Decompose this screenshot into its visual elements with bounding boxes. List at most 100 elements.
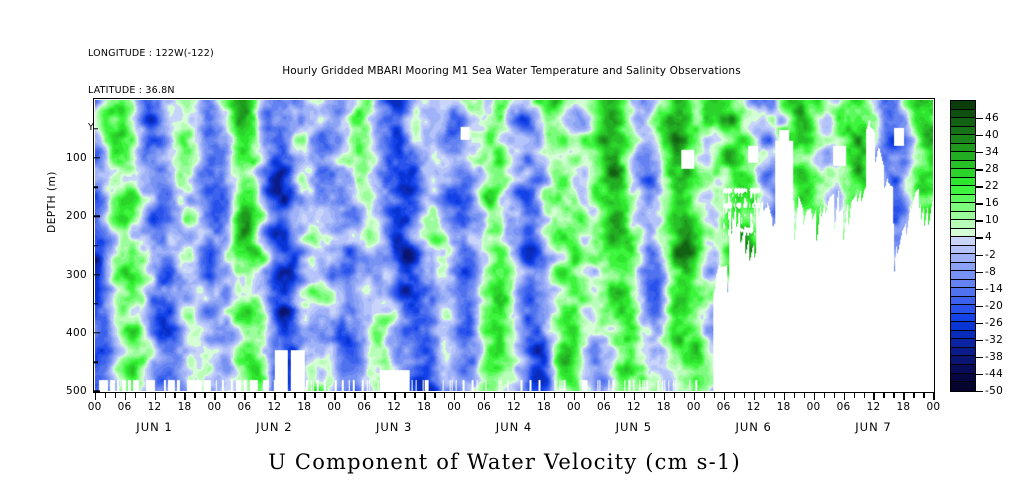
y-tick-mark-minor (93, 303, 98, 305)
x-tick-mark-minor (553, 393, 556, 398)
colorbar-tick (976, 135, 983, 137)
y-tick-mark (93, 215, 100, 218)
x-day-label: JUN 5 (615, 420, 653, 434)
colorbar-tick (976, 186, 983, 188)
colorbar-swatch (951, 169, 975, 178)
x-tick-mark-minor (713, 393, 716, 398)
latitude-line: LATITUDE : 36.8N (88, 85, 175, 96)
x-tick-mark (454, 393, 456, 400)
x-tick-mark-minor (533, 393, 536, 398)
x-day-label: JUN 6 (735, 420, 772, 434)
x-tick-mark-minor (114, 393, 116, 398)
colorbar-tick (976, 118, 983, 120)
colorbar-tick (976, 203, 983, 205)
x-tick-mark-minor (643, 393, 646, 398)
colorbar-swatch (951, 330, 975, 340)
x-hour-label: 00 (806, 401, 821, 413)
colorbar-label: 28 (985, 163, 999, 176)
y-tick-label: 200 (66, 210, 87, 223)
x-tick-mark (274, 393, 276, 400)
x-tick-mark-minor (224, 393, 226, 398)
x-tick-mark-minor (354, 393, 356, 398)
x-tick-mark (573, 393, 576, 400)
x-hour-label: 06 (477, 401, 491, 413)
colorbar-tick (976, 169, 983, 171)
x-hour-label: 00 (686, 401, 701, 413)
colorbar-label: 46 (985, 112, 999, 125)
colorbar-swatch (951, 228, 975, 238)
y-tick-label: 500 (66, 385, 87, 398)
x-tick-mark-minor (913, 393, 915, 398)
x-tick-mark-minor (523, 393, 526, 398)
colorbar-tick (976, 271, 983, 273)
x-hour-label: 06 (117, 401, 132, 413)
x-tick-mark (843, 393, 845, 400)
x-tick-mark-minor (464, 393, 466, 398)
colorbar-label: -20 (985, 299, 1004, 312)
colorbar-swatch (951, 322, 975, 331)
x-tick-mark-minor (803, 393, 805, 398)
x-tick-mark-minor (853, 393, 855, 398)
x-day-label: JUN 2 (256, 420, 293, 434)
colorbar-swatch (951, 135, 975, 144)
x-tick-mark (394, 393, 396, 400)
colorbar-swatch (951, 279, 975, 289)
colorbar-swatch (951, 211, 975, 221)
y-tick-mark-minor (93, 244, 98, 247)
colorbar-label: -14 (985, 282, 1004, 295)
x-hour-label: 18 (297, 401, 312, 413)
x-tick-mark-minor (144, 393, 146, 398)
x-hour-label: 12 (387, 401, 402, 413)
x-hour-label: 00 (447, 401, 461, 413)
x-tick-mark (903, 393, 905, 400)
y-tick-label: 400 (66, 327, 87, 340)
x-tick-mark (514, 393, 516, 400)
y-tick-mark (93, 157, 100, 159)
x-day-label: JUN 7 (855, 420, 892, 434)
x-tick-mark (663, 393, 666, 400)
colorbar-label: 40 (985, 129, 999, 142)
x-tick-mark-minor (434, 393, 436, 398)
x-tick-mark-minor (134, 393, 136, 398)
chart-title: Hourly Gridded MBARI Mooring M1 Sea Wate… (0, 65, 1009, 77)
velocity-heatmap (94, 99, 934, 392)
x-tick-mark (184, 393, 186, 400)
colorbar-tick (976, 288, 983, 290)
y-tick-label: 300 (66, 268, 87, 281)
x-hour-label: 06 (357, 401, 372, 413)
x-tick-mark (603, 393, 606, 400)
x-hour-label: 18 (896, 401, 911, 413)
colorbar-swatch (951, 109, 975, 119)
x-tick-mark-minor (414, 393, 416, 398)
colorbar-tick (976, 339, 983, 341)
x-tick-mark-minor (344, 393, 346, 398)
colorbar-swatch (951, 220, 975, 229)
colorbar-label: 10 (985, 214, 999, 227)
x-hour-label: 06 (237, 401, 252, 413)
y-tick-mark (93, 332, 100, 334)
colorbar-swatch (951, 305, 975, 314)
x-tick-mark (693, 393, 696, 400)
x-hour-label: 00 (327, 401, 342, 413)
colorbar-tick (976, 390, 983, 392)
x-hour-label: 00 (87, 401, 102, 413)
colorbar-swatch (951, 152, 975, 161)
y-tick-mark (93, 273, 100, 276)
chart-title-text: Hourly Gridded MBARI Mooring M1 Sea Wate… (282, 65, 741, 77)
x-tick-mark-minor (194, 393, 196, 398)
colorbar-swatch (951, 245, 975, 255)
x-tick-mark (873, 393, 875, 400)
colorbar-swatch (951, 339, 975, 348)
colorbar-tick (976, 373, 983, 375)
colorbar-tick (976, 356, 983, 358)
x-tick-mark (933, 393, 935, 400)
x-tick-mark (813, 393, 815, 400)
x-tick-mark-minor (234, 393, 236, 398)
x-tick-mark-minor (743, 393, 746, 398)
x-tick-mark-minor (314, 393, 316, 398)
x-tick-mark-minor (773, 393, 776, 398)
colorbar-swatch (951, 101, 975, 110)
x-hour-label: 18 (656, 401, 671, 413)
x-hour-label: 12 (507, 401, 521, 413)
